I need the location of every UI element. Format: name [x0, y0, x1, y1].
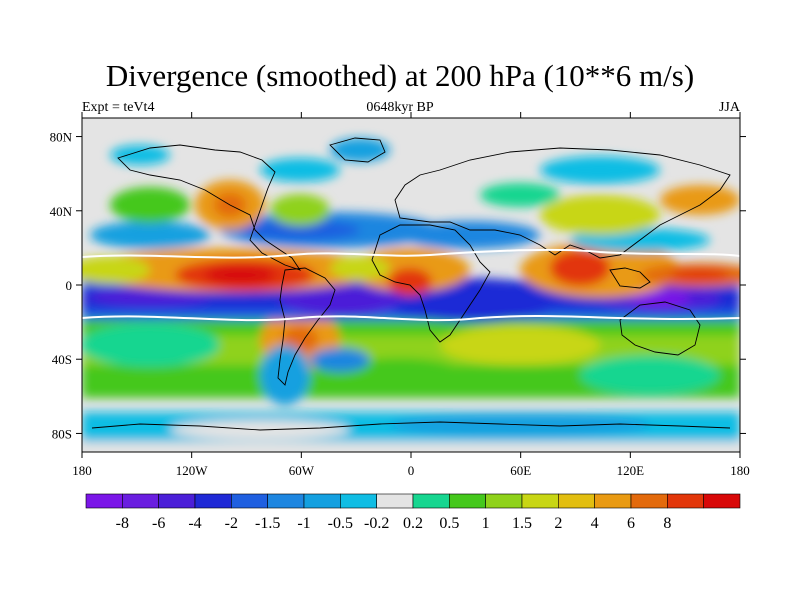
- colorbar-swatch: [85, 493, 123, 509]
- colorbar-label: 0.2: [403, 515, 423, 532]
- field-patch: [540, 195, 660, 235]
- lat-tick-label: 80S: [52, 426, 72, 441]
- lon-tick-label: 60E: [510, 463, 531, 478]
- australia-outline: [619, 301, 701, 356]
- colorbar-swatch: [194, 493, 232, 509]
- latitude-axis: 80N 40N 0 40S 80S: [50, 130, 746, 441]
- field-patch: [480, 183, 560, 207]
- field-patch: [110, 187, 190, 223]
- colorbar-label: -0.2: [364, 515, 389, 532]
- field-patch: [550, 250, 610, 286]
- colorbar-label: -1: [297, 515, 310, 532]
- colorbar-swatch: [303, 493, 341, 509]
- field-patch: [540, 156, 660, 184]
- colorbar-label: -8: [116, 515, 129, 532]
- period-label: 0648kyr BP: [366, 100, 434, 115]
- colorbar-label: 1: [482, 515, 490, 532]
- colorbar-label: 1.5: [512, 515, 532, 532]
- season-label: JJA: [718, 100, 740, 115]
- lon-tick-label: 180: [72, 463, 92, 478]
- colorbar-label: 8: [663, 515, 671, 532]
- field-patch: [400, 221, 540, 249]
- colorbar-label: 6: [627, 515, 635, 532]
- colorbar-swatch: [340, 493, 377, 509]
- colorbar-swatch: [485, 493, 523, 509]
- field-patch: [82, 256, 150, 284]
- field-patch: [330, 256, 390, 280]
- field-patch: [630, 290, 690, 306]
- field-patch: [260, 345, 310, 405]
- eurasia-outline: [394, 147, 731, 259]
- colorbar-swatch: [521, 493, 559, 509]
- lat-tick-label: 40S: [52, 352, 72, 367]
- antarctica-outline: [91, 421, 731, 431]
- colorbar-swatch: [703, 493, 741, 509]
- lat-tick-label: 0: [66, 278, 73, 293]
- field-patch: [82, 442, 740, 452]
- colorbar-label: -2: [225, 515, 238, 532]
- lon-tick-label: 60W: [289, 463, 315, 478]
- lat-tick-label: 80N: [50, 130, 73, 145]
- field-patch: [580, 355, 720, 395]
- field-patch: [270, 194, 330, 226]
- field-patch: [90, 286, 210, 306]
- colorbar-label: -1.5: [255, 515, 280, 532]
- greenland-outline: [329, 137, 386, 163]
- map-title: Divergence (smoothed) at 200 hPa (10**6 …: [105, 58, 695, 93]
- field-patch: [340, 358, 460, 386]
- field-patch: [240, 220, 360, 240]
- colorbar-swatch: [122, 493, 159, 509]
- colorbar-swatch: [267, 493, 305, 509]
- lon-tick-label: 120E: [617, 463, 645, 478]
- field-patch: [260, 158, 340, 182]
- colorbar-label: 0.5: [439, 515, 459, 532]
- colorbar-swatch: [558, 493, 595, 509]
- africa-outline: [371, 224, 491, 343]
- field-patch: [205, 265, 275, 285]
- colorbar-label: -0.5: [328, 515, 353, 532]
- colorbar-label: -6: [152, 515, 165, 532]
- field-patch: [388, 268, 432, 296]
- field-patch: [670, 269, 730, 281]
- divergence-field: [82, 118, 740, 452]
- zero-contour: [82, 248, 740, 259]
- colorbar-swatch: [158, 493, 196, 509]
- coastlines: [91, 137, 731, 431]
- colorbar-swatch: [630, 493, 668, 509]
- field-patch: [310, 348, 370, 372]
- colorbar: -8 -6 -4 -2 -1.5 -1 -0.5 -0.2 0.2 0.5 1 1.5 2 4 6 8: [85, 493, 741, 532]
- field-patch: [280, 284, 400, 316]
- colorbar-swatch: [594, 493, 632, 509]
- longitude-axis: 180 120W 60W 0 60E 120E 180: [72, 112, 750, 478]
- zero-contour: [82, 315, 740, 322]
- lon-tick-label: 180: [730, 463, 750, 478]
- field-patch: [440, 325, 600, 365]
- lon-tick-label: 120W: [176, 463, 209, 478]
- experiment-label: Expt = teVt4: [82, 100, 155, 115]
- colorbar-label: -4: [188, 515, 201, 532]
- colorbar-label: 4: [591, 515, 599, 532]
- maritime-continent-outline: [609, 267, 651, 289]
- colorbar-swatch: [449, 493, 486, 509]
- field-patch: [90, 221, 210, 249]
- lat-tick-label: 40N: [50, 204, 73, 219]
- north-america-outline: [117, 144, 302, 271]
- colorbar-swatch: [667, 493, 704, 509]
- south-america-outline: [277, 267, 336, 386]
- zero-contours: [82, 248, 740, 322]
- field-patch: [110, 145, 170, 165]
- field-patch: [82, 323, 220, 367]
- colorbar-swatch: [231, 493, 268, 509]
- lon-tick-label: 0: [408, 463, 415, 478]
- field-patch: [330, 138, 390, 162]
- colorbar-label: 2: [554, 515, 562, 532]
- field-patch: [660, 185, 740, 215]
- colorbar-swatch: [412, 493, 450, 509]
- colorbar-swatch: [376, 493, 414, 509]
